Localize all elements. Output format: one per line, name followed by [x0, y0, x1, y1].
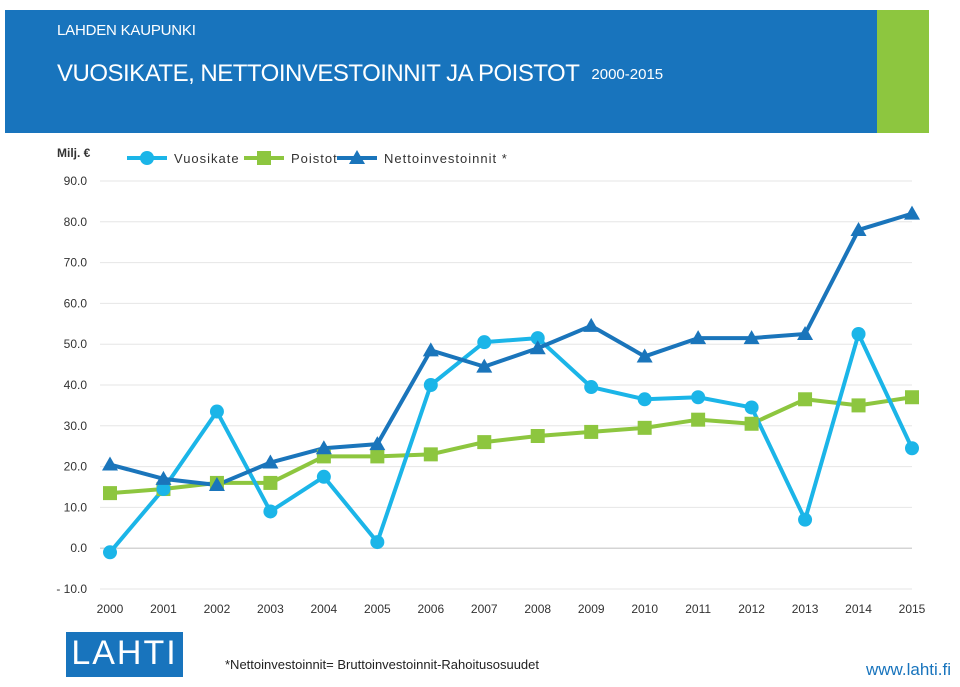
- series-line-square: [109, 395, 913, 496]
- series-line-circle: [108, 332, 914, 554]
- point-vuosikate: [691, 390, 706, 405]
- series-lines: [102, 205, 920, 560]
- line-chart: - 10.0 0.0 10.0 20.0 30.0 40.0 50.0 60.0 70.0 80.…: [56, 146, 926, 616]
- x-tick-label: 2000: [97, 602, 124, 616]
- y-tick-label: 50.0: [64, 337, 88, 351]
- point-nettoinvestoinnit: [529, 340, 546, 355]
- title-text: VUOSIKATE, NETTOINVESTOINNIT JA POISTOT: [57, 60, 580, 87]
- point-nettoinvestoinnit: [315, 440, 332, 455]
- header-accent: [877, 10, 929, 133]
- point-vuosikate: [798, 512, 813, 527]
- point-nettoinvestoinnit: [349, 150, 365, 164]
- point-poistot: [691, 412, 706, 427]
- x-tick-label: 2015: [899, 602, 926, 616]
- point-vuosikate: [103, 545, 117, 560]
- point-poistot: [103, 486, 117, 501]
- point-poistot: [423, 447, 438, 462]
- point-poistot: [851, 398, 866, 413]
- point-nettoinvestoinnit: [797, 326, 814, 340]
- point-poistot: [263, 475, 278, 490]
- x-tick-label: 2010: [631, 602, 658, 616]
- y-tick-label: 20.0: [64, 460, 88, 474]
- y-tick-label: 10.0: [64, 500, 88, 514]
- point-nettoinvestoinnit: [904, 205, 920, 220]
- y-axis-ticks: - 10.0 0.0 10.0 20.0 30.0 40.0 50.0 60.0 70.0 80.…: [56, 174, 87, 596]
- point-vuosikate: [370, 535, 385, 550]
- point-vuosikate: [263, 504, 278, 519]
- point-poistot: [370, 449, 385, 464]
- point-vuosikate: [316, 469, 331, 484]
- header-band: [5, 10, 877, 133]
- y-tick-label: 0.0: [70, 541, 87, 555]
- point-nettoinvestoinnit: [208, 476, 225, 491]
- point-nettoinvestoinnit: [690, 330, 707, 345]
- point-vuosikate: [209, 404, 224, 419]
- point-poistot: [905, 390, 919, 405]
- grid-lines: [100, 180, 912, 590]
- series-line-triangle: [109, 211, 913, 487]
- x-tick-label: 2007: [471, 602, 498, 616]
- point-poistot: [530, 429, 545, 443]
- legend-label: Vuosikate: [174, 151, 240, 166]
- point-nettoinvestoinnit: [636, 348, 653, 363]
- x-tick-label: 2005: [364, 602, 391, 616]
- point-vuosikate: [584, 380, 599, 395]
- legend-label: Poistot: [291, 151, 338, 166]
- y-tick-label: 60.0: [64, 296, 88, 310]
- logo-text: LAHTI: [71, 634, 178, 672]
- point-vuosikate: [851, 327, 866, 341]
- legend-label: Nettoinvestoinnit *: [384, 151, 508, 166]
- point-vuosikate: [905, 441, 919, 456]
- point-nettoinvestoinnit: [743, 330, 760, 345]
- x-tick-label: 2014: [845, 602, 872, 616]
- point-nettoinvestoinnit: [262, 454, 279, 469]
- point-vuosikate: [477, 335, 492, 350]
- y-tick-label: 70.0: [64, 256, 88, 270]
- point-nettoinvestoinnit: [369, 436, 386, 451]
- x-tick-label: 2008: [524, 602, 551, 616]
- page-title: VUOSIKATE, NETTOINVESTOINNIT JA POISTOT 2…: [57, 60, 663, 88]
- x-axis-ticks: 2000 2001 2002 2003 2004 2005 2006 2007 2008 2009…: [97, 602, 926, 616]
- point-nettoinvestoinnit: [583, 317, 600, 332]
- point-vuosikate: [637, 392, 652, 407]
- point-poistot: [584, 424, 599, 439]
- point-poistot: [477, 435, 492, 450]
- point-vuosikate: [423, 378, 438, 392]
- website-link[interactable]: www.lahti.fi: [866, 660, 952, 679]
- organization-name: LAHDEN KAUPUNKI: [57, 22, 196, 39]
- point-nettoinvestoinnit: [155, 470, 172, 485]
- x-tick-label: 2012: [738, 602, 765, 616]
- point-nettoinvestoinnit: [850, 221, 867, 236]
- y-tick-label: - 10.0: [56, 582, 87, 596]
- y-axis-label: Milj. €: [57, 146, 91, 160]
- point-vuosikate: [530, 331, 545, 346]
- y-tick-label: 80.0: [64, 215, 88, 229]
- legend: Vuosikate Poistot Nettoinvestoinnit *: [127, 150, 508, 166]
- point-poistot: [257, 151, 271, 165]
- x-tick-label: 2002: [204, 602, 231, 616]
- point-poistot: [798, 392, 813, 407]
- y-tick-label: 40.0: [64, 378, 88, 392]
- y-tick-label: 30.0: [64, 419, 88, 433]
- point-nettoinvestoinnit: [476, 358, 493, 373]
- title-years: 2000-2015: [591, 66, 664, 83]
- x-tick-label: 2009: [578, 602, 605, 616]
- point-poistot: [637, 420, 652, 435]
- point-poistot: [744, 416, 759, 431]
- point-vuosikate: [156, 482, 171, 497]
- point-nettoinvestoinnit: [102, 456, 118, 471]
- x-tick-label: 2011: [685, 602, 711, 616]
- point-vuosikate: [744, 400, 759, 415]
- point-nettoinvestoinnit: [422, 342, 439, 357]
- x-tick-label: 2013: [792, 602, 819, 616]
- x-tick-label: 2006: [417, 602, 444, 616]
- x-tick-label: 2001: [150, 602, 177, 616]
- y-tick-label: 90.0: [64, 174, 88, 188]
- x-tick-label: 2003: [257, 602, 284, 616]
- point-vuosikate: [140, 151, 154, 165]
- lahti-logo: LAHTI: [66, 632, 183, 677]
- x-tick-label: 2004: [311, 602, 338, 616]
- footnote: *Nettoinvestoinnit= Bruttoinvestoinnit-R…: [225, 657, 539, 672]
